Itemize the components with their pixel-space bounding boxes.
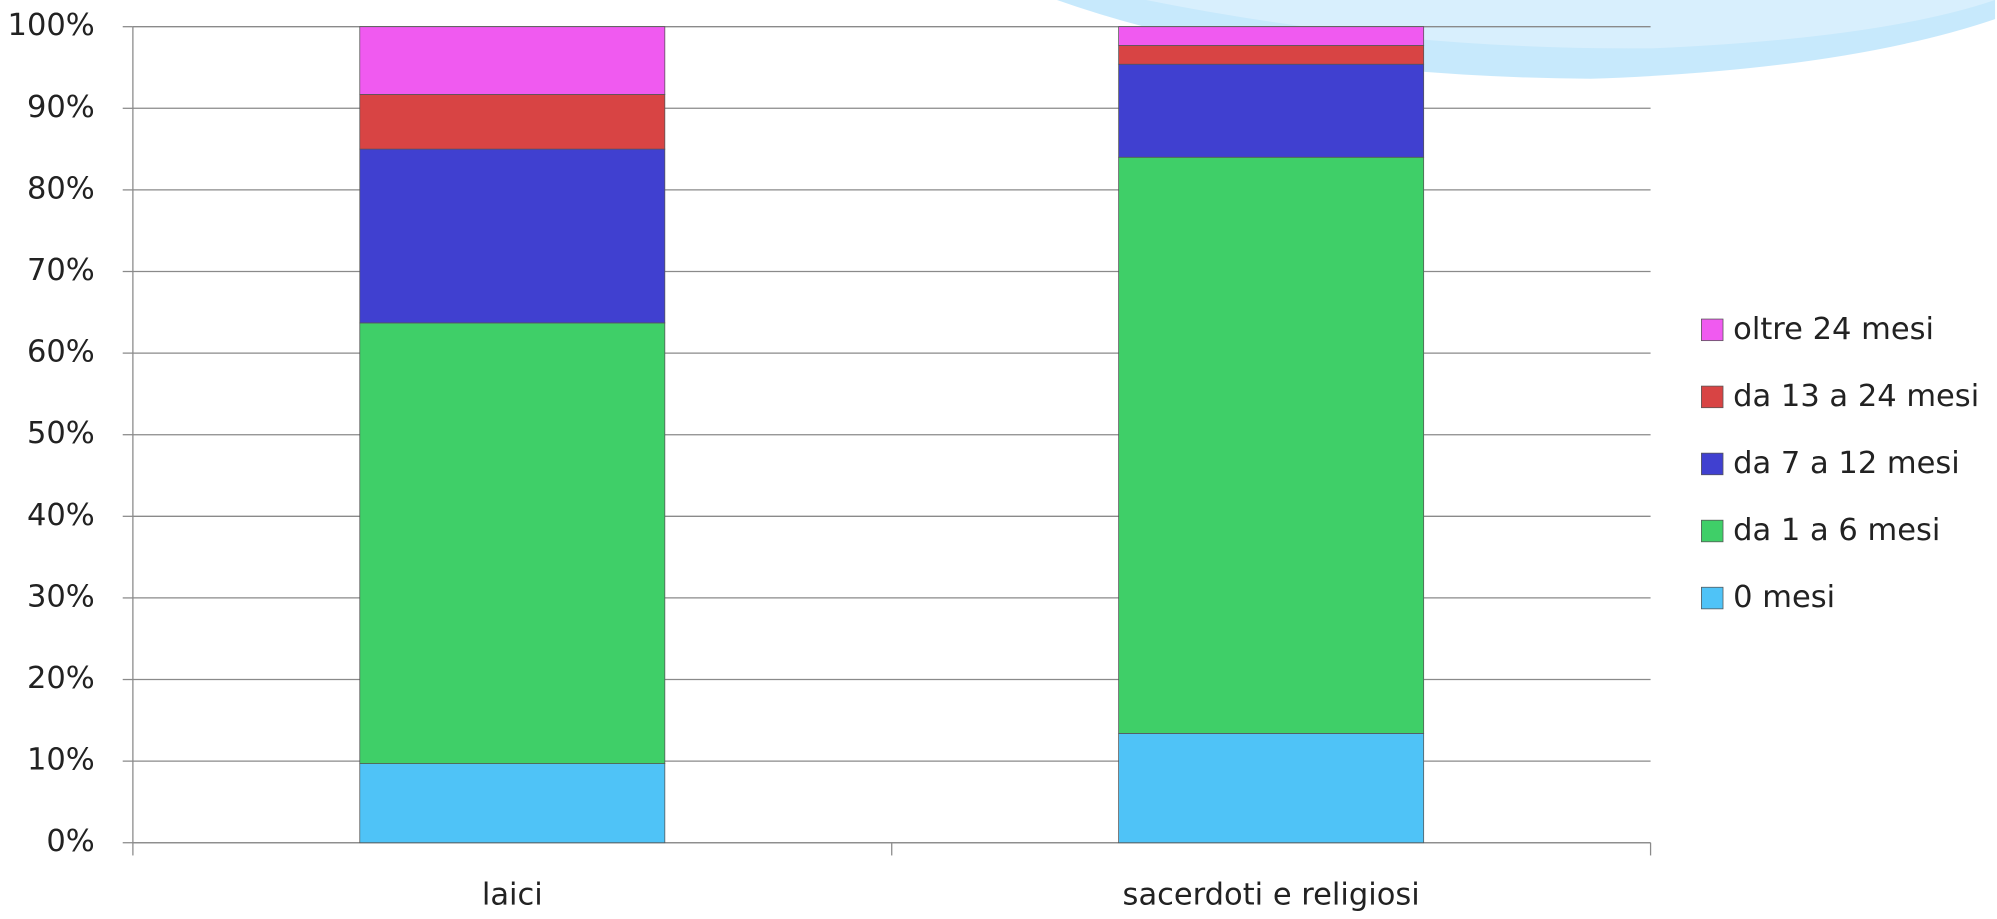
legend-swatch (1701, 586, 1724, 610)
x-tick-label: sacerdoti e religiosi (1123, 878, 1420, 913)
y-tick-label: 50% (27, 416, 95, 451)
y-tick-label: 10% (27, 743, 95, 778)
y-tick-label: 30% (27, 579, 95, 614)
bar-segment (359, 322, 666, 764)
y-tick-label: 40% (27, 498, 95, 533)
bar-segment (359, 148, 666, 324)
legend-label: 0 mesi (1733, 580, 1835, 615)
x-tick-label: laici (482, 878, 543, 913)
legend-label: da 13 a 24 mesi (1733, 379, 1979, 414)
bar-segment (1118, 156, 1425, 734)
bar-segment (1118, 45, 1425, 65)
y-tick-label: 70% (27, 253, 95, 288)
y-tick-label: 100% (8, 8, 95, 43)
bar-segment (359, 94, 666, 150)
legend-label: da 1 a 6 mesi (1733, 513, 1940, 548)
bar-segment (1118, 26, 1425, 46)
plot: 0% 10% 20% 30% 40% 50% 60% 70% 80% 90% 100% laici sa… (8, 8, 1980, 912)
legend-label: oltre 24 mesi (1733, 312, 1934, 347)
y-tick-label: 20% (27, 661, 95, 696)
legend-swatch (1701, 385, 1724, 409)
y-tick-label: 80% (27, 171, 95, 206)
legend-swatch (1701, 318, 1724, 342)
bar-segment (359, 763, 666, 844)
legend-swatch (1701, 452, 1724, 476)
legend-swatch (1701, 519, 1724, 543)
y-tick-label: 90% (27, 90, 95, 125)
y-tick-label: 0% (46, 824, 94, 859)
bar-segment (1118, 733, 1425, 844)
legend-label: da 7 a 12 mesi (1733, 446, 1960, 481)
bar-segment (1118, 63, 1425, 158)
bar-segment (359, 26, 666, 95)
decoration (1145, 0, 1996, 49)
y-tick-label: 60% (27, 335, 95, 370)
